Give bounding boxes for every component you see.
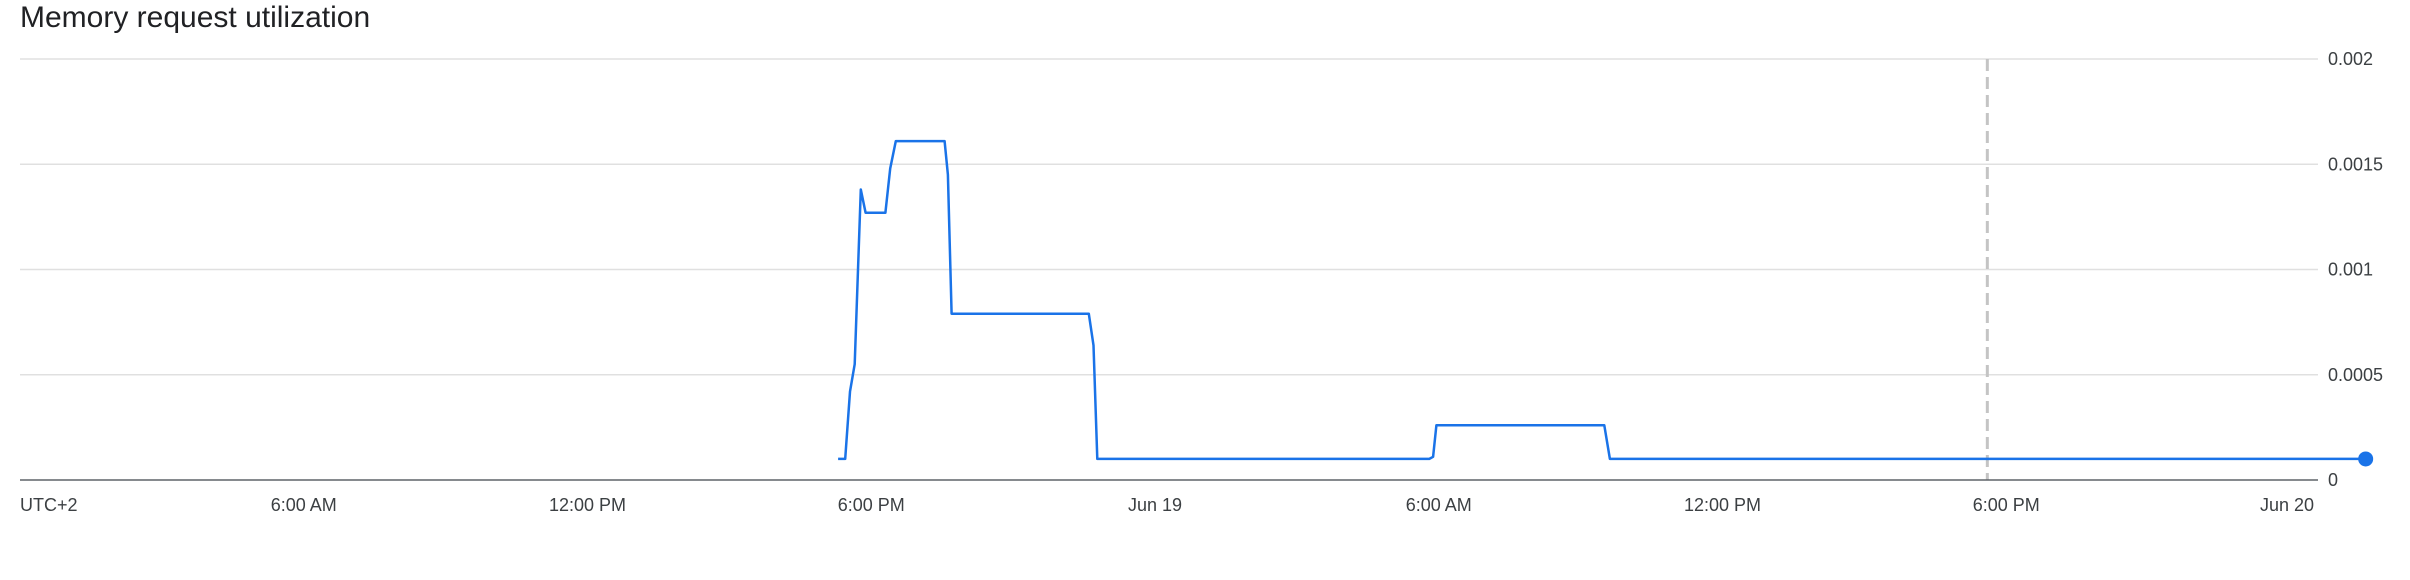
y-tick-label-2: 0.001 — [2328, 260, 2373, 280]
series-end-point-0 — [2358, 451, 2374, 467]
y-tick-label-4: 0.002 — [2328, 49, 2373, 69]
x-tick-label-6: 12:00 PM — [1684, 495, 1761, 515]
x-tick-label-2: 12:00 PM — [549, 495, 626, 515]
grid-lines — [20, 58, 2318, 376]
x-tick-label-3: 6:00 PM — [838, 495, 905, 515]
x-tick-label-0: UTC+2 — [20, 495, 78, 515]
y-tick-labels: 0 0.0005 0.001 0.0015 0.002 — [2328, 49, 2383, 490]
series-line-0 — [838, 139, 2366, 461]
x-tick-labels: UTC+2 6:00 AM 12:00 PM 6:00 PM Jun 19 6:00 AM… — [20, 495, 2314, 515]
y-tick-label-1: 0.0005 — [2328, 365, 2383, 385]
x-tick-label-4: Jun 19 — [1128, 495, 1182, 515]
series-layer — [838, 139, 2374, 467]
y-tick-label-3: 0.0015 — [2328, 154, 2383, 174]
x-tick-label-7: 6:00 PM — [1973, 495, 2040, 515]
x-tick-label-5: 6:00 AM — [1406, 495, 1472, 515]
chart-title: Memory request utilization — [20, 1, 371, 34]
y-tick-label-0: 0 — [2328, 470, 2338, 490]
x-tick-label-1: 6:00 AM — [271, 495, 337, 515]
x-tick-label-8: Jun 20 — [2260, 495, 2314, 515]
